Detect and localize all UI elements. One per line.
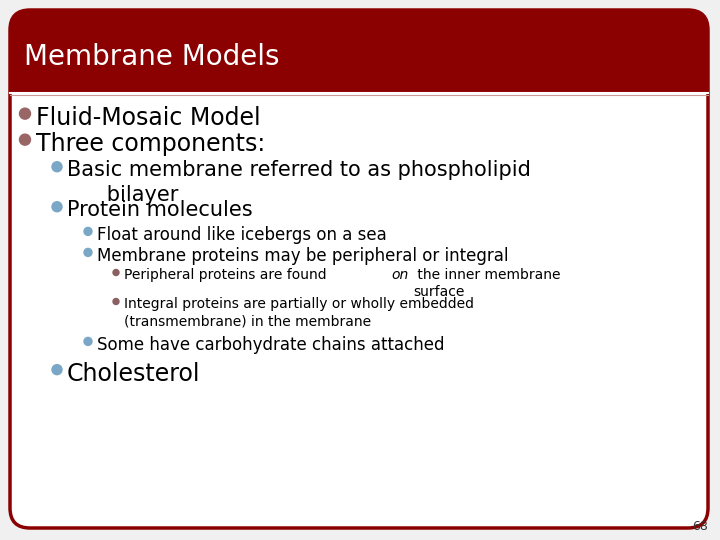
Text: Cholesterol: Cholesterol xyxy=(67,362,200,386)
Circle shape xyxy=(52,202,62,212)
Circle shape xyxy=(19,134,30,145)
Circle shape xyxy=(52,364,62,375)
Text: Three components:: Three components: xyxy=(35,132,265,156)
Text: Peripheral proteins are found: Peripheral proteins are found xyxy=(124,268,331,282)
Text: Fluid-Mosaic Model: Fluid-Mosaic Model xyxy=(35,106,260,130)
Circle shape xyxy=(84,338,92,346)
Text: Membrane Models: Membrane Models xyxy=(24,43,279,71)
Text: the inner membrane
surface: the inner membrane surface xyxy=(413,268,561,299)
Circle shape xyxy=(113,299,119,305)
Circle shape xyxy=(52,162,62,172)
Text: Float around like icebergs on a sea: Float around like icebergs on a sea xyxy=(97,226,387,244)
Text: 68: 68 xyxy=(692,520,708,533)
Bar xyxy=(10,51,708,93)
FancyBboxPatch shape xyxy=(10,10,708,92)
Text: Basic membrane referred to as phospholipid
      bilayer: Basic membrane referred to as phospholip… xyxy=(67,160,531,205)
Circle shape xyxy=(84,248,92,256)
Circle shape xyxy=(84,227,92,235)
Text: Some have carbohydrate chains attached: Some have carbohydrate chains attached xyxy=(97,336,444,354)
Text: Membrane proteins may be peripheral or integral: Membrane proteins may be peripheral or i… xyxy=(97,247,508,265)
Text: Protein molecules: Protein molecules xyxy=(67,200,253,220)
Circle shape xyxy=(113,269,119,275)
FancyBboxPatch shape xyxy=(10,10,708,528)
Circle shape xyxy=(19,108,30,119)
Text: on: on xyxy=(391,268,408,282)
Text: Integral proteins are partially or wholly embedded
(transmembrane) in the membra: Integral proteins are partially or wholl… xyxy=(124,297,474,328)
